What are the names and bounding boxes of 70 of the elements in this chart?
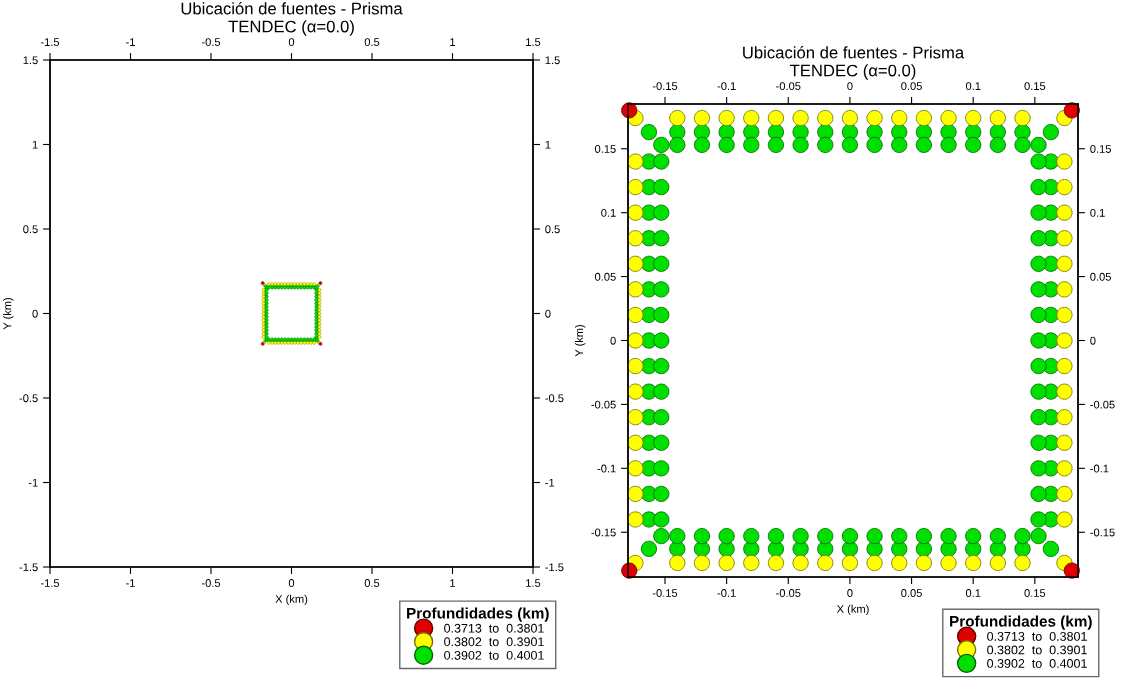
y-tick-label: 0.1 xyxy=(601,208,616,217)
x-tick-label: -0.5 xyxy=(201,579,221,587)
y2-tick-label: 0.1 xyxy=(1090,208,1105,217)
x2-tick-label: 0 xyxy=(847,82,853,90)
x2-tick-label: -1 xyxy=(126,38,135,46)
y-tick-label: -0.1 xyxy=(597,464,616,473)
x-tick-label: 1.5 xyxy=(526,579,541,587)
y2-tick-label: 1.5 xyxy=(545,56,560,65)
y2-tick-label: 0 xyxy=(545,309,551,318)
x-tick-label: -1 xyxy=(126,579,135,587)
x-tick-label: 0.5 xyxy=(364,579,380,587)
x2-tick-label: -0.5 xyxy=(201,38,221,46)
y-axis-title: Y (km) xyxy=(574,324,586,357)
x-tick-label: 0.15 xyxy=(1024,589,1046,597)
y-axis-title: Y (km) xyxy=(3,297,14,330)
y2-tick-label: 0.15 xyxy=(1090,145,1111,153)
x-tick-label: -0.1 xyxy=(717,589,736,597)
y-tick-label: 0.05 xyxy=(595,272,616,281)
x-tick-label: 0.05 xyxy=(901,589,922,597)
chart-title: Ubicación de fuentes - Prisma TENDEC (α=0.0) xyxy=(743,46,965,80)
y-tick-label: 1.5 xyxy=(23,56,38,65)
x-tick-label: 0 xyxy=(288,579,295,587)
legend-label: 0.3802 to 0.3901 xyxy=(444,637,544,647)
x2-tick-label: -0.15 xyxy=(652,82,678,90)
legend-title: Profundidades (km) xyxy=(950,615,1092,630)
y2-tick-label: 0.5 xyxy=(545,225,560,234)
y2-tick-label: -1.5 xyxy=(545,563,564,572)
x2-tick-label: -0.05 xyxy=(776,82,801,90)
legend-label: 0.3902 to 0.4001 xyxy=(987,659,1087,668)
x2-tick-label: -1.5 xyxy=(40,38,60,46)
x-tick-label: -0.15 xyxy=(652,589,678,597)
x-tick-label: -1.5 xyxy=(40,579,60,587)
y-tick-label: -0.05 xyxy=(591,400,616,409)
y-tick-label: 0.5 xyxy=(23,225,38,234)
x-axis-title: X (km) xyxy=(275,594,308,606)
y2-tick-label: -1 xyxy=(545,478,555,487)
y-tick-label: -0.5 xyxy=(19,394,38,403)
x2-tick-label: 0 xyxy=(288,38,295,46)
y2-tick-label: 0 xyxy=(1090,336,1096,345)
legend-label: 0.3802 to 0.3901 xyxy=(987,645,1087,655)
legend-title: Profundidades (km) xyxy=(407,607,549,622)
x-tick-label: -0.05 xyxy=(776,589,801,597)
legend-label: 0.3713 to 0.3801 xyxy=(987,631,1087,641)
y-tick-label: 0 xyxy=(610,336,616,345)
x2-tick-label: 0.05 xyxy=(901,82,922,90)
y2-tick-label: 0.05 xyxy=(1090,272,1111,281)
legend-label: 0.3713 to 0.3801 xyxy=(444,623,544,633)
y-tick-label: -0.15 xyxy=(591,528,616,537)
y-tick-label: 1 xyxy=(32,140,38,149)
legend-label: 0.3902 to 0.4001 xyxy=(444,650,544,660)
x-tick-label: 0 xyxy=(847,589,853,597)
x2-tick-label: -0.1 xyxy=(717,82,736,90)
x2-tick-label: 1.5 xyxy=(526,38,541,46)
y-tick-label: 0.15 xyxy=(595,145,616,153)
x-tick-label: 0.1 xyxy=(965,589,981,597)
y-tick-label: 0 xyxy=(32,309,38,318)
x2-tick-label: 1 xyxy=(450,38,456,46)
x2-tick-label: 0.1 xyxy=(965,82,981,90)
y2-tick-label: -0.15 xyxy=(1090,528,1115,537)
y2-tick-label: -0.1 xyxy=(1090,464,1109,473)
x2-tick-label: 0.15 xyxy=(1024,82,1046,90)
y2-tick-label: -0.5 xyxy=(545,394,564,403)
y-tick-label: -1 xyxy=(28,478,38,487)
x-tick-label: 1 xyxy=(450,579,456,587)
y2-tick-label: 1 xyxy=(545,140,551,149)
x-axis-title: X (km) xyxy=(836,604,869,616)
x2-tick-label: 0.5 xyxy=(364,38,380,46)
chart-title: Ubicación de fuentes - Prisma TENDEC (α=0.0) xyxy=(181,2,403,36)
y-tick-label: -1.5 xyxy=(19,563,38,572)
y2-tick-label: -0.05 xyxy=(1090,400,1115,409)
